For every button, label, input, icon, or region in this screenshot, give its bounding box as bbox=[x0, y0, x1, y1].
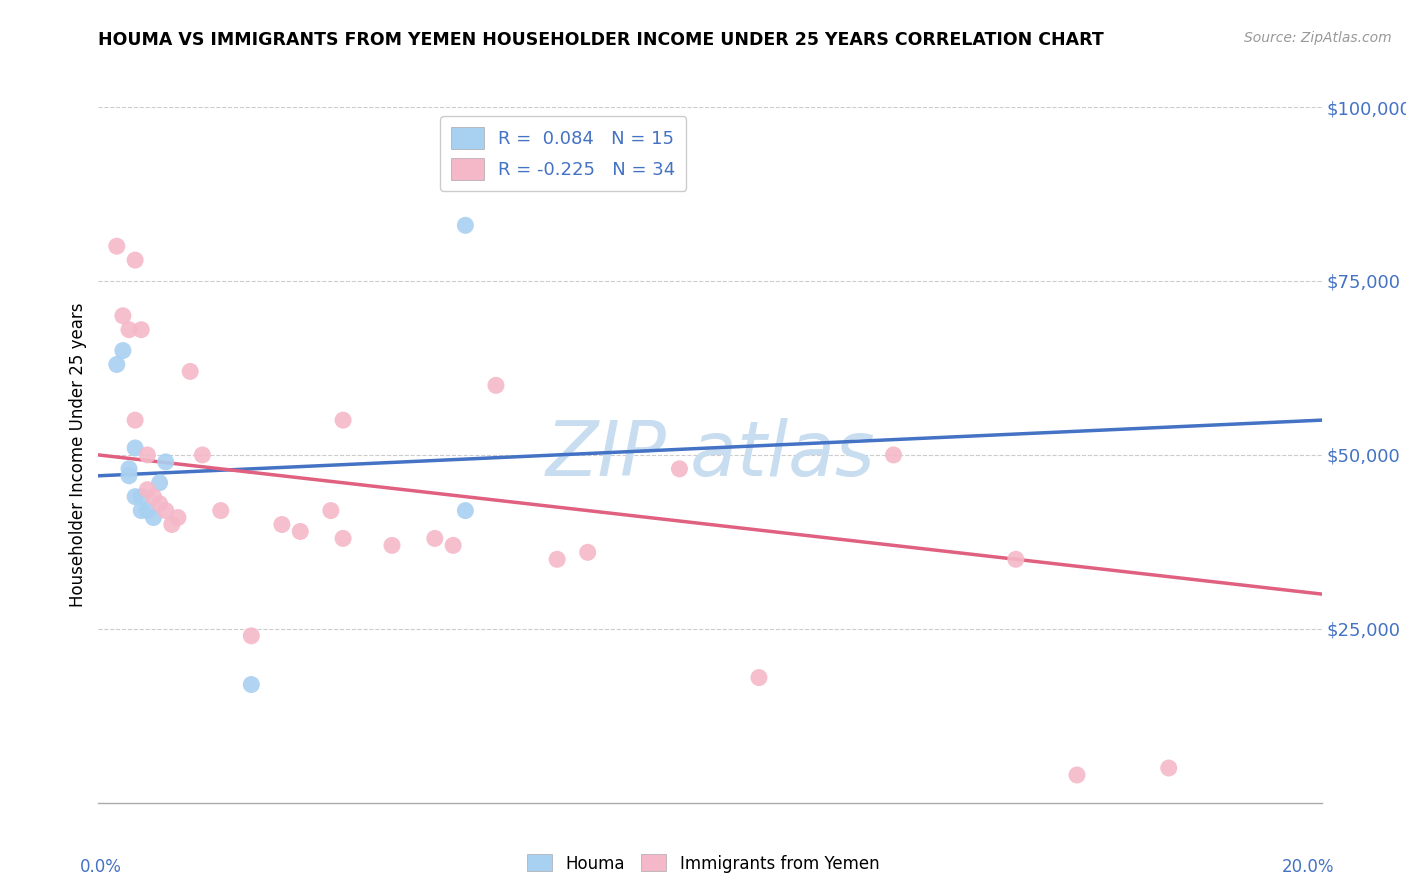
Point bbox=[441, 538, 464, 552]
Text: Source: ZipAtlas.com: Source: ZipAtlas.com bbox=[1244, 31, 1392, 45]
Point bbox=[124, 253, 146, 268]
Point bbox=[332, 532, 354, 546]
Point bbox=[155, 455, 177, 469]
Point bbox=[191, 448, 214, 462]
Point bbox=[179, 364, 201, 378]
Point bbox=[454, 219, 477, 233]
Point bbox=[129, 503, 152, 517]
Point bbox=[1004, 552, 1026, 566]
Point bbox=[118, 323, 141, 337]
Point bbox=[1066, 768, 1088, 782]
Point bbox=[883, 448, 905, 462]
Point bbox=[209, 503, 232, 517]
Point bbox=[124, 441, 146, 455]
Point bbox=[136, 503, 159, 517]
Point bbox=[454, 503, 477, 517]
Point bbox=[240, 677, 263, 691]
Point bbox=[111, 343, 134, 358]
Point bbox=[136, 448, 159, 462]
Point bbox=[1157, 761, 1180, 775]
Point bbox=[485, 378, 508, 392]
Point bbox=[240, 629, 263, 643]
Point bbox=[142, 510, 165, 524]
Y-axis label: Householder Income Under 25 years: Householder Income Under 25 years bbox=[69, 302, 87, 607]
Point bbox=[124, 413, 146, 427]
Legend: Houma, Immigrants from Yemen: Houma, Immigrants from Yemen bbox=[520, 847, 886, 880]
Point bbox=[167, 510, 190, 524]
Point bbox=[155, 503, 177, 517]
Point bbox=[270, 517, 292, 532]
Point bbox=[129, 323, 152, 337]
Point bbox=[748, 671, 770, 685]
Point bbox=[546, 552, 568, 566]
Point bbox=[149, 497, 172, 511]
Point bbox=[111, 309, 134, 323]
Point bbox=[124, 490, 146, 504]
Point bbox=[118, 468, 141, 483]
Point bbox=[142, 490, 165, 504]
Point bbox=[160, 517, 183, 532]
Point bbox=[332, 413, 354, 427]
Point bbox=[118, 462, 141, 476]
Point bbox=[423, 532, 446, 546]
Point bbox=[576, 545, 599, 559]
Point bbox=[149, 475, 172, 490]
Legend: R =  0.084   N = 15, R = -0.225   N = 34: R = 0.084 N = 15, R = -0.225 N = 34 bbox=[440, 116, 686, 191]
Text: HOUMA VS IMMIGRANTS FROM YEMEN HOUSEHOLDER INCOME UNDER 25 YEARS CORRELATION CHA: HOUMA VS IMMIGRANTS FROM YEMEN HOUSEHOLD… bbox=[98, 31, 1104, 49]
Point bbox=[136, 483, 159, 497]
Point bbox=[105, 239, 128, 253]
Text: 20.0%: 20.0% bbox=[1281, 858, 1334, 877]
Point bbox=[381, 538, 404, 552]
Point bbox=[105, 358, 128, 372]
Point bbox=[319, 503, 342, 517]
Point bbox=[668, 462, 690, 476]
Text: 0.0%: 0.0% bbox=[80, 858, 122, 877]
Point bbox=[290, 524, 312, 539]
Text: ZIP atlas: ZIP atlas bbox=[546, 418, 875, 491]
Point bbox=[129, 490, 152, 504]
